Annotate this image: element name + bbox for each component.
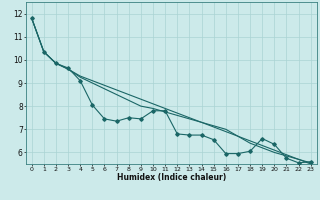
- X-axis label: Humidex (Indice chaleur): Humidex (Indice chaleur): [116, 173, 226, 182]
